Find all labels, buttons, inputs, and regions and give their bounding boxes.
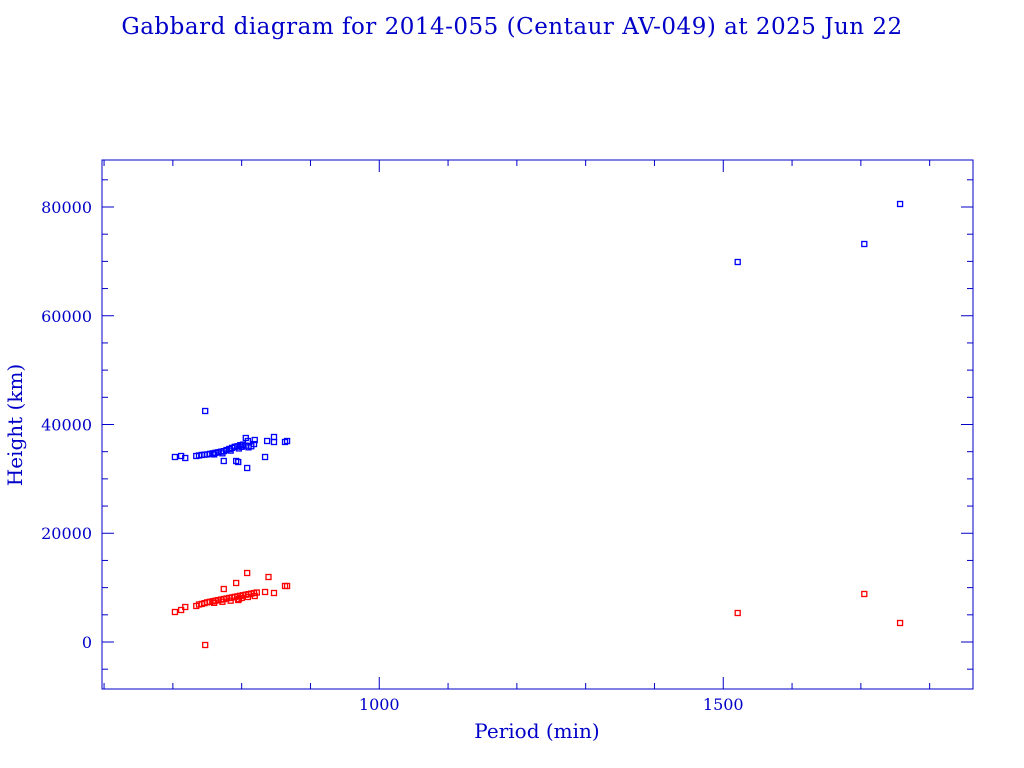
x-tick-label: 1000 bbox=[359, 695, 400, 714]
apogee-point bbox=[244, 464, 251, 472]
x-tick-label: 1500 bbox=[703, 695, 744, 714]
apogee-point bbox=[242, 434, 249, 442]
y-tick-label: 40000 bbox=[41, 416, 92, 435]
apogee-point bbox=[263, 437, 271, 445]
y-tick-label: 60000 bbox=[41, 307, 92, 326]
perigee-point bbox=[182, 603, 189, 611]
apogee-point bbox=[270, 438, 278, 446]
perigee-point bbox=[896, 619, 904, 627]
perigee-point bbox=[238, 594, 245, 602]
apogee-point bbox=[235, 458, 242, 466]
perigee-point bbox=[265, 573, 272, 581]
apogee-point bbox=[238, 443, 245, 450]
y-tick-label: 80000 bbox=[41, 198, 92, 217]
perigee-point bbox=[253, 589, 260, 596]
perigee-point bbox=[261, 588, 269, 596]
apogee-point bbox=[270, 433, 278, 441]
axis-ticks: 1000 1500 0 20000 40000 60000 80000 bbox=[41, 160, 973, 714]
y-tick-label: 20000 bbox=[41, 524, 92, 543]
apogee-point bbox=[250, 440, 258, 448]
apogee-point bbox=[261, 453, 269, 461]
apogee-point bbox=[220, 457, 227, 465]
perigee-point bbox=[233, 579, 240, 587]
perigee-point bbox=[861, 590, 868, 598]
apogee-point bbox=[210, 451, 218, 458]
x-axis-label: Period (min) bbox=[474, 719, 599, 743]
apogee-point bbox=[227, 447, 234, 454]
y-tick-label: 0 bbox=[82, 633, 92, 652]
perigee-point bbox=[227, 597, 234, 604]
perigee-point bbox=[202, 641, 209, 649]
perigee-point bbox=[219, 598, 226, 605]
apogee-point bbox=[219, 450, 226, 457]
data-points bbox=[171, 200, 904, 649]
apogee-point bbox=[171, 453, 179, 461]
perigee-point bbox=[220, 585, 227, 593]
apogee-point bbox=[283, 437, 291, 445]
chart-title: Gabbard diagram for 2014-055 (Centaur AV… bbox=[121, 14, 903, 40]
perigee-point bbox=[244, 569, 251, 577]
perigee-point bbox=[283, 582, 291, 590]
apogee-point bbox=[202, 407, 209, 415]
plot-frame bbox=[101, 159, 974, 690]
apogee-point bbox=[251, 436, 258, 444]
perigee-point bbox=[734, 609, 741, 617]
apogee-point bbox=[861, 240, 868, 248]
apogee-point bbox=[182, 454, 189, 462]
perigee-point bbox=[270, 589, 278, 597]
perigee-point bbox=[210, 599, 218, 606]
apogee-point bbox=[896, 200, 904, 208]
apogee-point bbox=[734, 258, 741, 266]
perigee-point bbox=[171, 608, 179, 616]
y-axis-label: Height (km) bbox=[3, 364, 27, 486]
